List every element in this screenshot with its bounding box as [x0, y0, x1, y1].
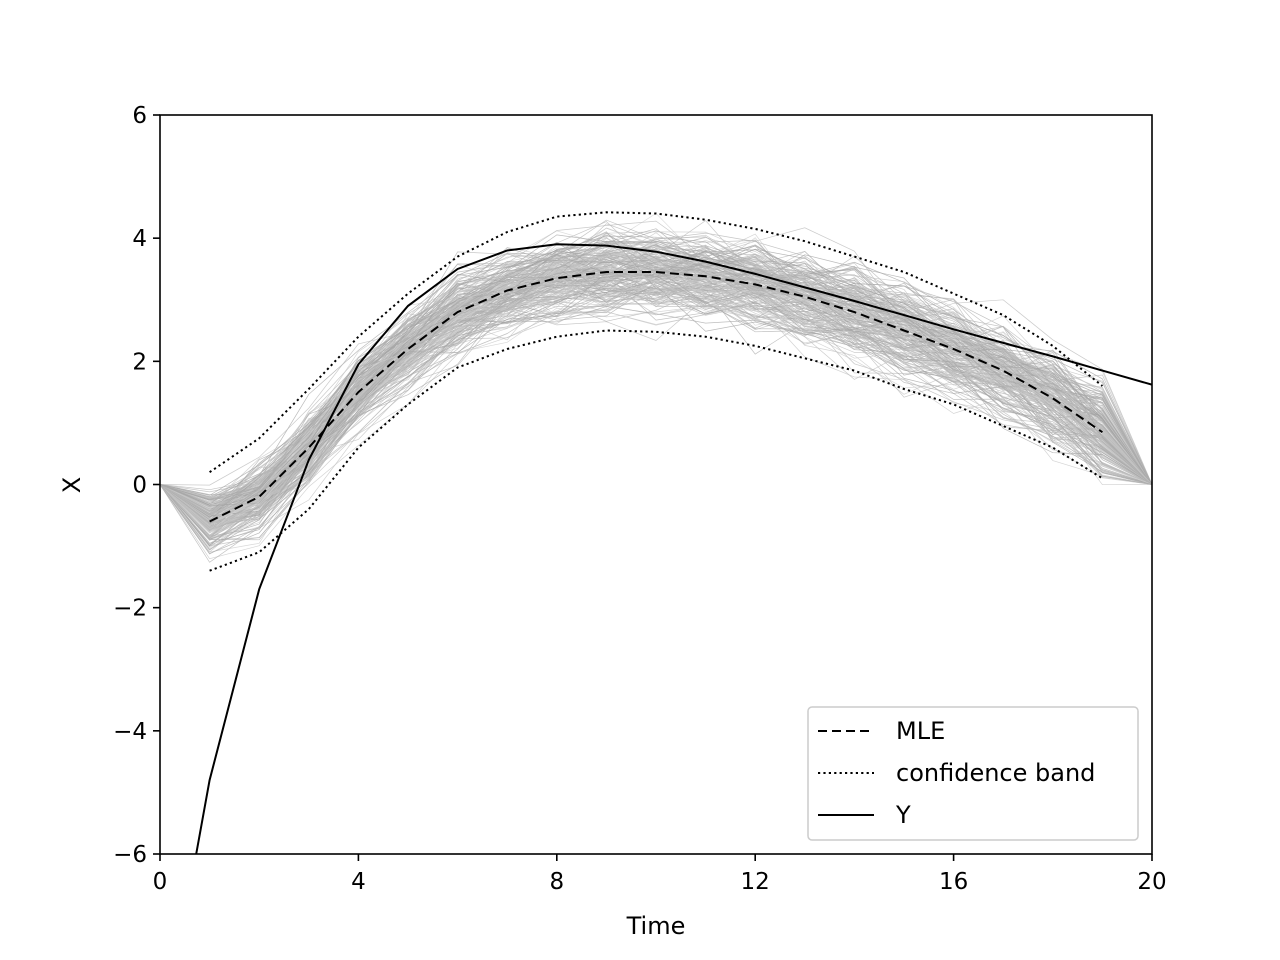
series-line-mle [209, 271, 1103, 523]
simulated-path [160, 230, 1152, 500]
simulated-path [160, 256, 1152, 506]
simulated-path [160, 249, 1152, 515]
simulated-path [160, 282, 1152, 533]
simulated-path [160, 269, 1152, 524]
y-tick-label: −6 [113, 842, 147, 868]
simulated-path [160, 257, 1152, 519]
simulated-path [160, 243, 1152, 524]
simulated-path [160, 286, 1152, 546]
simulated-path [160, 246, 1152, 538]
x-axis-label: Time [626, 912, 686, 940]
legend-label: confidence band [896, 759, 1095, 787]
x-tick-label: 0 [153, 869, 168, 895]
simulated-path [160, 244, 1152, 516]
simulated-path [160, 283, 1152, 548]
simulated-path [160, 290, 1152, 546]
x-tick-label: 16 [939, 869, 968, 895]
x-tick-label: 4 [351, 869, 366, 895]
simulated-path [160, 234, 1152, 503]
simulated-path [160, 263, 1152, 545]
simulated-path [160, 265, 1152, 546]
simulated-path [160, 300, 1152, 531]
y-axis-label: X [58, 477, 86, 493]
series-line-y [195, 243, 1152, 854]
simulated-path [160, 228, 1152, 496]
y-tick-label: 2 [132, 349, 147, 375]
legend-label: Y [895, 801, 911, 829]
x-tick-label: 12 [741, 869, 770, 895]
series-line-confidence-band [209, 211, 1104, 474]
simulated-path [160, 274, 1152, 551]
legend-box [807, 706, 1139, 841]
simulated-path [160, 246, 1152, 501]
y-axis: −6 −4 −2 0 2 4 6 [113, 103, 160, 868]
series-lines [195, 211, 1152, 854]
x-axis: 0 4 8 12 16 20 [153, 854, 1167, 895]
y-tick-label: 0 [132, 473, 147, 499]
simulated-path [160, 285, 1152, 533]
simulated-path [160, 266, 1152, 525]
simulated-path [160, 258, 1152, 538]
y-tick-label: 6 [132, 103, 147, 129]
legend: MLE confidence band Y [807, 706, 1139, 841]
simulated-path [160, 269, 1152, 530]
simulated-path [160, 262, 1152, 523]
simulated-path [160, 282, 1152, 550]
y-tick-label: 4 [132, 226, 147, 252]
legend-label: MLE [896, 717, 945, 745]
simulated-path [160, 301, 1152, 537]
x-tick-label: 8 [549, 869, 564, 895]
simulated-path [160, 268, 1152, 532]
simulated-path [160, 220, 1152, 486]
simulated-path [160, 261, 1152, 522]
x-tick-label: 20 [1137, 869, 1166, 895]
simulated-path [160, 262, 1152, 521]
background-paths [160, 212, 1152, 563]
simulated-path [160, 236, 1152, 517]
simulated-path [160, 245, 1152, 510]
simulated-path [160, 297, 1152, 555]
simulated-path [160, 263, 1152, 526]
simulated-path [160, 231, 1152, 516]
simulated-path [160, 240, 1152, 501]
simulated-path [160, 278, 1152, 537]
y-tick-label: −4 [113, 719, 147, 745]
y-tick-label: −2 [113, 596, 147, 622]
